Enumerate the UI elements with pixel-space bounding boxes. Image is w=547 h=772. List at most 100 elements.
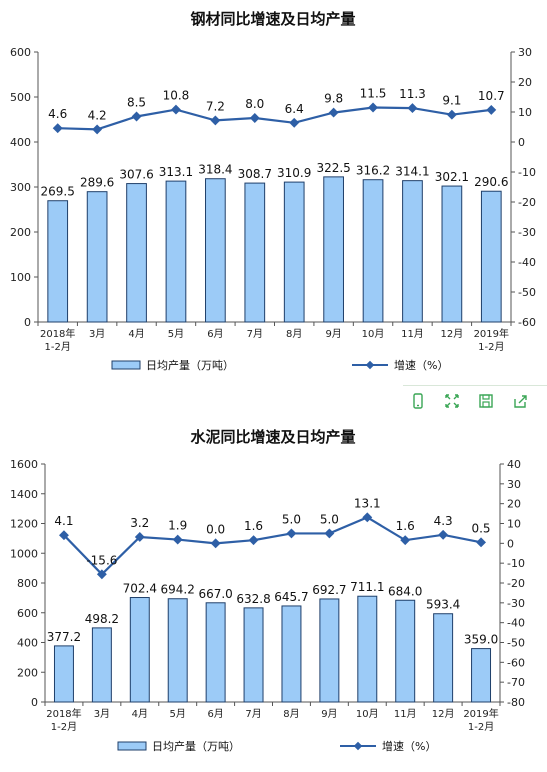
- bar: [205, 602, 226, 703]
- bar: [129, 597, 150, 703]
- line-value-label: 0.5: [471, 521, 490, 535]
- x-tick-label: 2018年 1-2月: [46, 707, 81, 733]
- line-value-label: 4.1: [54, 514, 73, 528]
- y-tick-label-left: 400: [10, 136, 31, 149]
- line-value-label: 5.0: [282, 512, 301, 526]
- y-tick-label-right: -60: [518, 316, 536, 329]
- y-tick-label-right: 0: [507, 537, 514, 550]
- bar-value-label: 692.7: [312, 583, 346, 597]
- bar-value-label: 308.7: [238, 167, 272, 181]
- line-point: [446, 109, 457, 120]
- line-point: [362, 512, 373, 523]
- y-tick-label-right: 10: [507, 518, 521, 531]
- y-tick-label-right: 0: [518, 136, 525, 149]
- line-value-label: 10.7: [478, 89, 505, 103]
- legend-line-marker: [365, 360, 375, 370]
- bar-value-label: 302.1: [435, 170, 469, 184]
- y-tick-label-right: -50: [518, 286, 536, 299]
- x-tick-label: 12月: [441, 328, 464, 340]
- cement-chart: 水泥同比增速及日均产量02004006008001000120014001600…: [10, 428, 525, 753]
- line-value-label: 5.0: [320, 512, 339, 526]
- bar: [165, 180, 187, 323]
- mobile-icon[interactable]: [403, 388, 433, 414]
- chart-toolbar: [403, 385, 547, 418]
- line-value-label: 8.0: [245, 97, 264, 111]
- x-tick-label: 8月: [286, 328, 302, 340]
- line-value-label: 1.6: [244, 519, 263, 533]
- line-value-label: 1.9: [168, 519, 187, 533]
- y-tick-label-left: 600: [17, 607, 38, 620]
- legend-line-marker: [353, 741, 363, 751]
- x-tick-label: 2019年 1-2月: [463, 707, 498, 733]
- y-tick-label-right: -70: [507, 676, 525, 689]
- x-tick-label: 9月: [325, 328, 341, 340]
- line-point: [438, 529, 449, 540]
- bar-value-label: 314.1: [395, 165, 429, 179]
- y-tick-label-right: -20: [518, 196, 536, 209]
- line-point: [368, 102, 378, 113]
- share-icon[interactable]: [505, 388, 535, 414]
- y-tick-label-left: 800: [17, 577, 38, 590]
- x-tick-label: 6月: [207, 708, 223, 720]
- line-point: [59, 530, 69, 541]
- line-value-label: 10.8: [163, 89, 190, 103]
- bar: [53, 645, 74, 703]
- x-tick-label: 8月: [283, 708, 299, 720]
- y-tick-label-right: 20: [507, 498, 521, 511]
- bar: [86, 191, 108, 323]
- y-tick-label-left: 400: [17, 637, 38, 650]
- legend-bar-swatch: [111, 360, 141, 370]
- legend-bar-swatch: [117, 741, 147, 751]
- y-tick-label-left: 1200: [10, 518, 38, 531]
- line-value-label: 13.1: [354, 496, 381, 510]
- x-tick-label: 7月: [247, 328, 263, 340]
- bar-value-label: 711.1: [350, 580, 384, 594]
- y-tick-label-left: 1000: [10, 547, 38, 560]
- bar-value-label: 645.7: [274, 590, 308, 604]
- line-point: [486, 104, 497, 115]
- legend-line-label: 增速（%）: [382, 739, 436, 753]
- bar-value-label: 318.4: [198, 163, 232, 177]
- bar-value-label: 313.1: [159, 165, 193, 179]
- line-point: [476, 537, 486, 548]
- save-icon[interactable]: [471, 388, 501, 414]
- y-tick-label-left: 0: [24, 316, 31, 329]
- legend-bar-label: 日均产量（万吨）: [146, 358, 234, 372]
- bar: [471, 648, 492, 703]
- bar: [480, 190, 502, 323]
- line-value-label: 3.2: [130, 516, 149, 530]
- line-point: [210, 115, 221, 126]
- more-icon[interactable]: [539, 388, 547, 414]
- y-tick-label-right: 10: [518, 106, 532, 119]
- x-tick-label: 11月: [401, 328, 424, 340]
- y-tick-label-left: 200: [17, 666, 38, 679]
- line-value-label: -15.6: [86, 553, 117, 567]
- x-tick-label: 4月: [128, 328, 144, 340]
- bar-value-label: 310.9: [277, 166, 311, 180]
- line-point: [92, 124, 103, 135]
- growth-line: [57, 106, 492, 131]
- fullscreen-icon[interactable]: [437, 388, 467, 414]
- growth-line: [63, 516, 482, 576]
- bar-value-label: 359.0: [464, 633, 498, 647]
- x-tick-label: 10月: [356, 708, 379, 720]
- x-tick-label: 6月: [207, 328, 223, 340]
- bar: [402, 180, 423, 323]
- x-tick-label: 3月: [89, 328, 105, 340]
- bar: [244, 182, 266, 323]
- y-tick-label-right: 30: [518, 46, 532, 59]
- y-tick-label-left: 100: [10, 271, 31, 284]
- line-value-label: 6.4: [285, 102, 304, 116]
- legend-bar-label: 日均产量（万吨）: [152, 739, 240, 753]
- y-tick-label-left: 1600: [10, 458, 38, 471]
- bar: [205, 178, 226, 323]
- line-point: [248, 535, 259, 546]
- y-tick-label-left: 200: [10, 226, 31, 239]
- x-tick-label: 12月: [432, 708, 455, 720]
- bar-value-label: 290.6: [474, 175, 508, 189]
- bar: [323, 176, 344, 323]
- bar-value-label: 593.4: [426, 598, 460, 612]
- bar: [126, 183, 147, 323]
- x-tick-label: 11月: [394, 708, 417, 720]
- line-value-label: 8.5: [127, 96, 146, 110]
